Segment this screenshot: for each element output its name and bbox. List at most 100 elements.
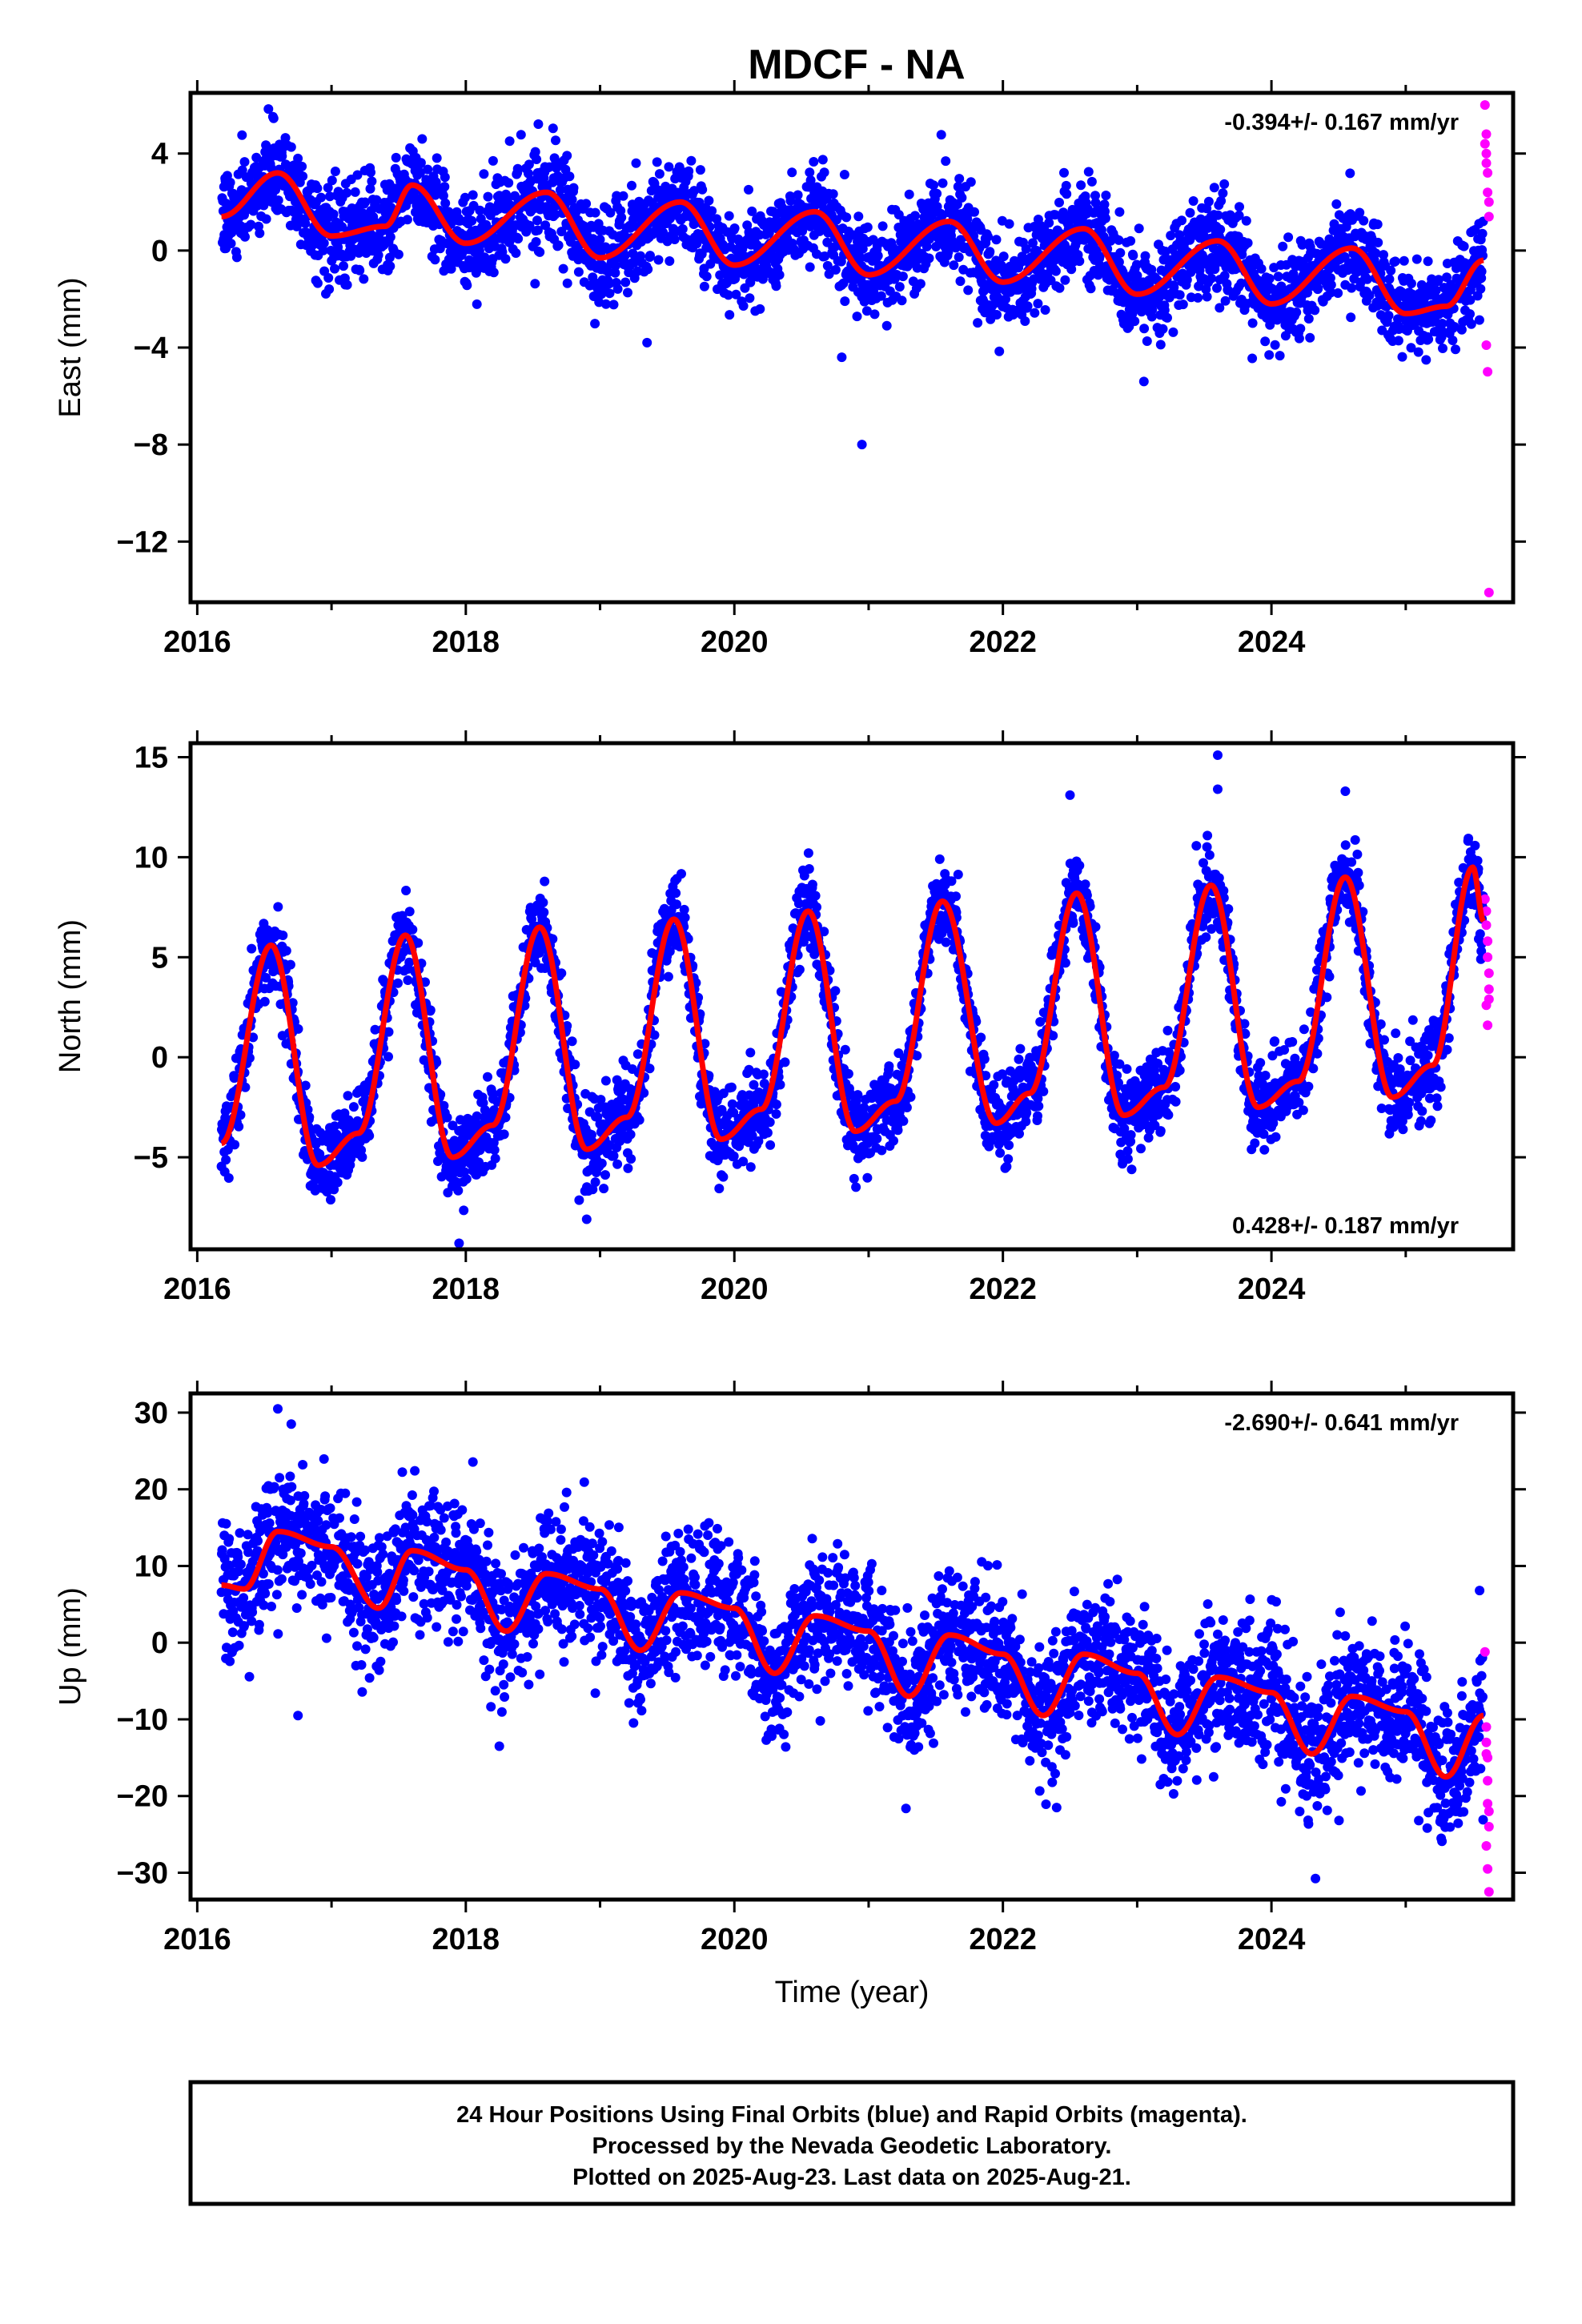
final-orbit-point <box>765 1140 776 1150</box>
final-orbit-point <box>459 1205 469 1216</box>
final-orbit-point <box>223 1173 234 1183</box>
final-orbit-point <box>1305 332 1315 343</box>
final-orbit-point <box>1050 266 1061 276</box>
final-orbit-point <box>616 212 627 223</box>
final-orbit-point <box>966 177 976 187</box>
rapid-orbit-point <box>1480 100 1490 111</box>
final-orbit-point <box>665 256 675 266</box>
final-orbit-point <box>316 192 326 203</box>
final-orbit-point <box>1476 267 1487 276</box>
final-orbit-point <box>1264 273 1275 283</box>
final-orbit-point <box>1061 180 1071 191</box>
final-orbit-point <box>391 152 401 163</box>
final-orbit-point <box>230 1140 240 1150</box>
final-orbit-point <box>1138 376 1149 387</box>
final-orbit-point <box>853 211 864 222</box>
final-orbit-point <box>642 337 652 348</box>
final-orbit-point <box>877 221 888 231</box>
final-orbit-point <box>1390 256 1400 267</box>
final-orbit-point <box>339 261 348 271</box>
final-orbit-point <box>1447 336 1458 345</box>
final-orbit-point <box>327 175 337 186</box>
final-orbit-point <box>929 180 938 191</box>
final-orbit-point <box>1451 344 1460 355</box>
final-orbit-point <box>556 227 567 237</box>
final-orbit-point <box>1264 350 1275 360</box>
final-orbit-point <box>550 209 560 219</box>
final-orbit-point <box>226 239 236 249</box>
final-orbit-point <box>231 252 242 263</box>
final-orbit-point <box>511 248 521 258</box>
final-orbit-point <box>562 151 572 161</box>
final-orbit-point <box>671 888 681 899</box>
final-orbit-point <box>881 320 892 331</box>
final-orbit-point <box>332 1177 343 1188</box>
final-orbit-point <box>729 223 740 233</box>
final-orbit-point <box>841 212 852 223</box>
rapid-orbit-point <box>1484 587 1494 597</box>
x-tick-label: 2018 <box>432 625 500 659</box>
final-orbit-point <box>1347 283 1357 293</box>
final-orbit-point <box>318 245 328 255</box>
rapid-orbit-point <box>1481 340 1492 350</box>
final-orbit-point <box>460 192 470 203</box>
final-orbit-point <box>440 198 451 208</box>
final-orbit-point <box>590 207 600 218</box>
final-orbit-point <box>261 214 271 224</box>
final-orbit-point <box>610 267 620 278</box>
final-orbit-point <box>1270 340 1280 350</box>
final-orbit-point <box>240 231 250 242</box>
final-orbit-point <box>595 235 605 245</box>
final-orbit-point <box>625 1129 636 1140</box>
final-orbit-point <box>1215 224 1226 235</box>
final-orbit-point <box>1100 213 1110 223</box>
final-orbit-point <box>1411 254 1422 264</box>
final-orbit-point <box>963 285 974 296</box>
final-orbit-point <box>1219 271 1230 281</box>
final-orbit-point <box>1022 301 1033 312</box>
final-orbit-point <box>300 1080 311 1091</box>
final-orbit-point <box>312 183 323 194</box>
final-orbit-point <box>669 235 680 244</box>
final-orbit-points <box>216 750 1488 1248</box>
final-orbit-point <box>805 262 815 272</box>
final-orbit-point <box>540 876 550 887</box>
final-orbit-point <box>983 231 993 242</box>
final-orbit-point <box>862 222 873 232</box>
final-orbit-point <box>991 235 1002 245</box>
final-orbit-point <box>663 971 673 982</box>
final-orbit-point <box>273 195 283 206</box>
final-orbit-point <box>556 968 567 979</box>
final-orbit-point <box>1115 247 1126 258</box>
final-orbit-point <box>1331 199 1342 209</box>
final-orbit-point <box>1247 353 1258 364</box>
final-orbit-point <box>904 189 914 199</box>
final-orbit-point <box>600 299 611 309</box>
final-orbit-point <box>744 184 753 195</box>
final-orbit-point <box>745 1047 756 1058</box>
final-orbit-point <box>1062 189 1072 199</box>
final-orbit-point <box>360 197 371 207</box>
final-orbit-point <box>738 1156 749 1167</box>
rapid-orbit-point <box>1484 197 1494 207</box>
final-orbit-point <box>385 261 396 271</box>
final-orbit-point <box>286 142 296 152</box>
final-orbit-point <box>1158 324 1168 334</box>
final-orbit-point <box>535 247 545 257</box>
final-orbit-point <box>1168 327 1178 337</box>
final-orbit-point <box>780 1057 790 1068</box>
final-orbit-point <box>538 898 548 907</box>
final-orbit-point <box>277 151 287 161</box>
final-orbit-point <box>1212 283 1222 293</box>
final-orbit-point <box>1162 312 1172 323</box>
final-orbit-point <box>1218 188 1228 199</box>
final-orbit-point <box>590 319 600 329</box>
final-orbit-point <box>239 157 250 167</box>
final-orbit-point <box>774 270 785 280</box>
final-orbit-point <box>461 1174 472 1184</box>
final-orbit-point <box>393 249 404 259</box>
final-orbit-point <box>558 263 568 274</box>
x-tick-label: 2022 <box>969 625 1037 659</box>
final-orbit-point <box>488 155 498 166</box>
final-orbit-point <box>568 183 579 193</box>
